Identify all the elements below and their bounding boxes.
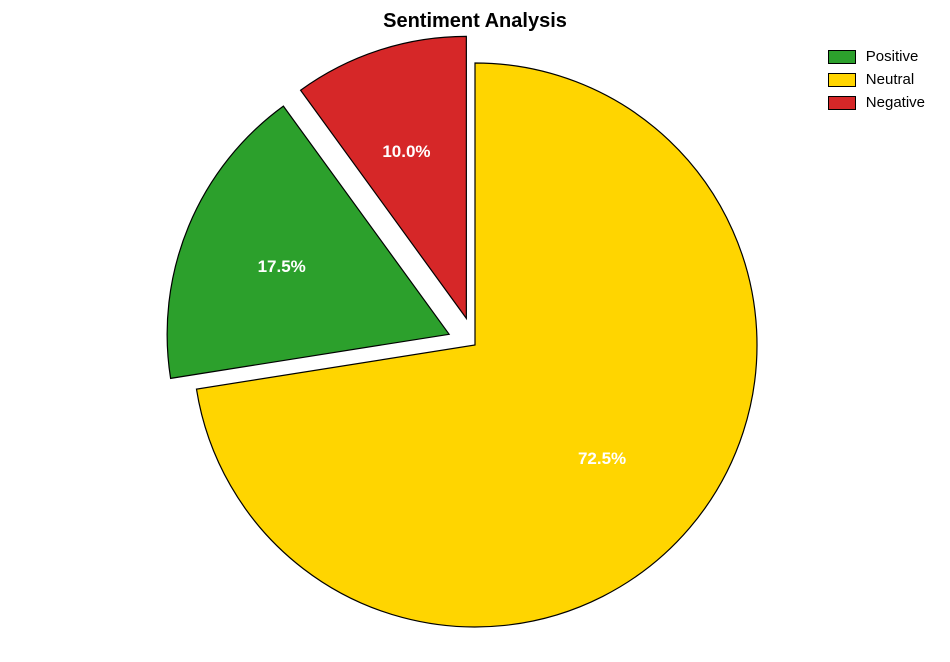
slice-label-negative: 10.0% xyxy=(382,142,430,162)
legend: Positive Neutral Negative xyxy=(828,48,925,117)
pie-chart-svg xyxy=(0,0,950,662)
legend-label: Negative xyxy=(866,94,925,111)
legend-item-neutral: Neutral xyxy=(828,71,925,88)
legend-swatch xyxy=(828,50,856,64)
legend-item-negative: Negative xyxy=(828,94,925,111)
legend-swatch xyxy=(828,73,856,87)
legend-swatch xyxy=(828,96,856,110)
slice-label-positive: 17.5% xyxy=(258,257,306,277)
pie-chart-container: Sentiment Analysis PositiveNeutralNegati… xyxy=(0,0,950,662)
legend-label: Positive xyxy=(866,48,919,65)
legend-label: Neutral xyxy=(866,71,914,88)
slice-label-neutral: 72.5% xyxy=(578,449,626,469)
legend-item-positive: Positive xyxy=(828,48,925,65)
